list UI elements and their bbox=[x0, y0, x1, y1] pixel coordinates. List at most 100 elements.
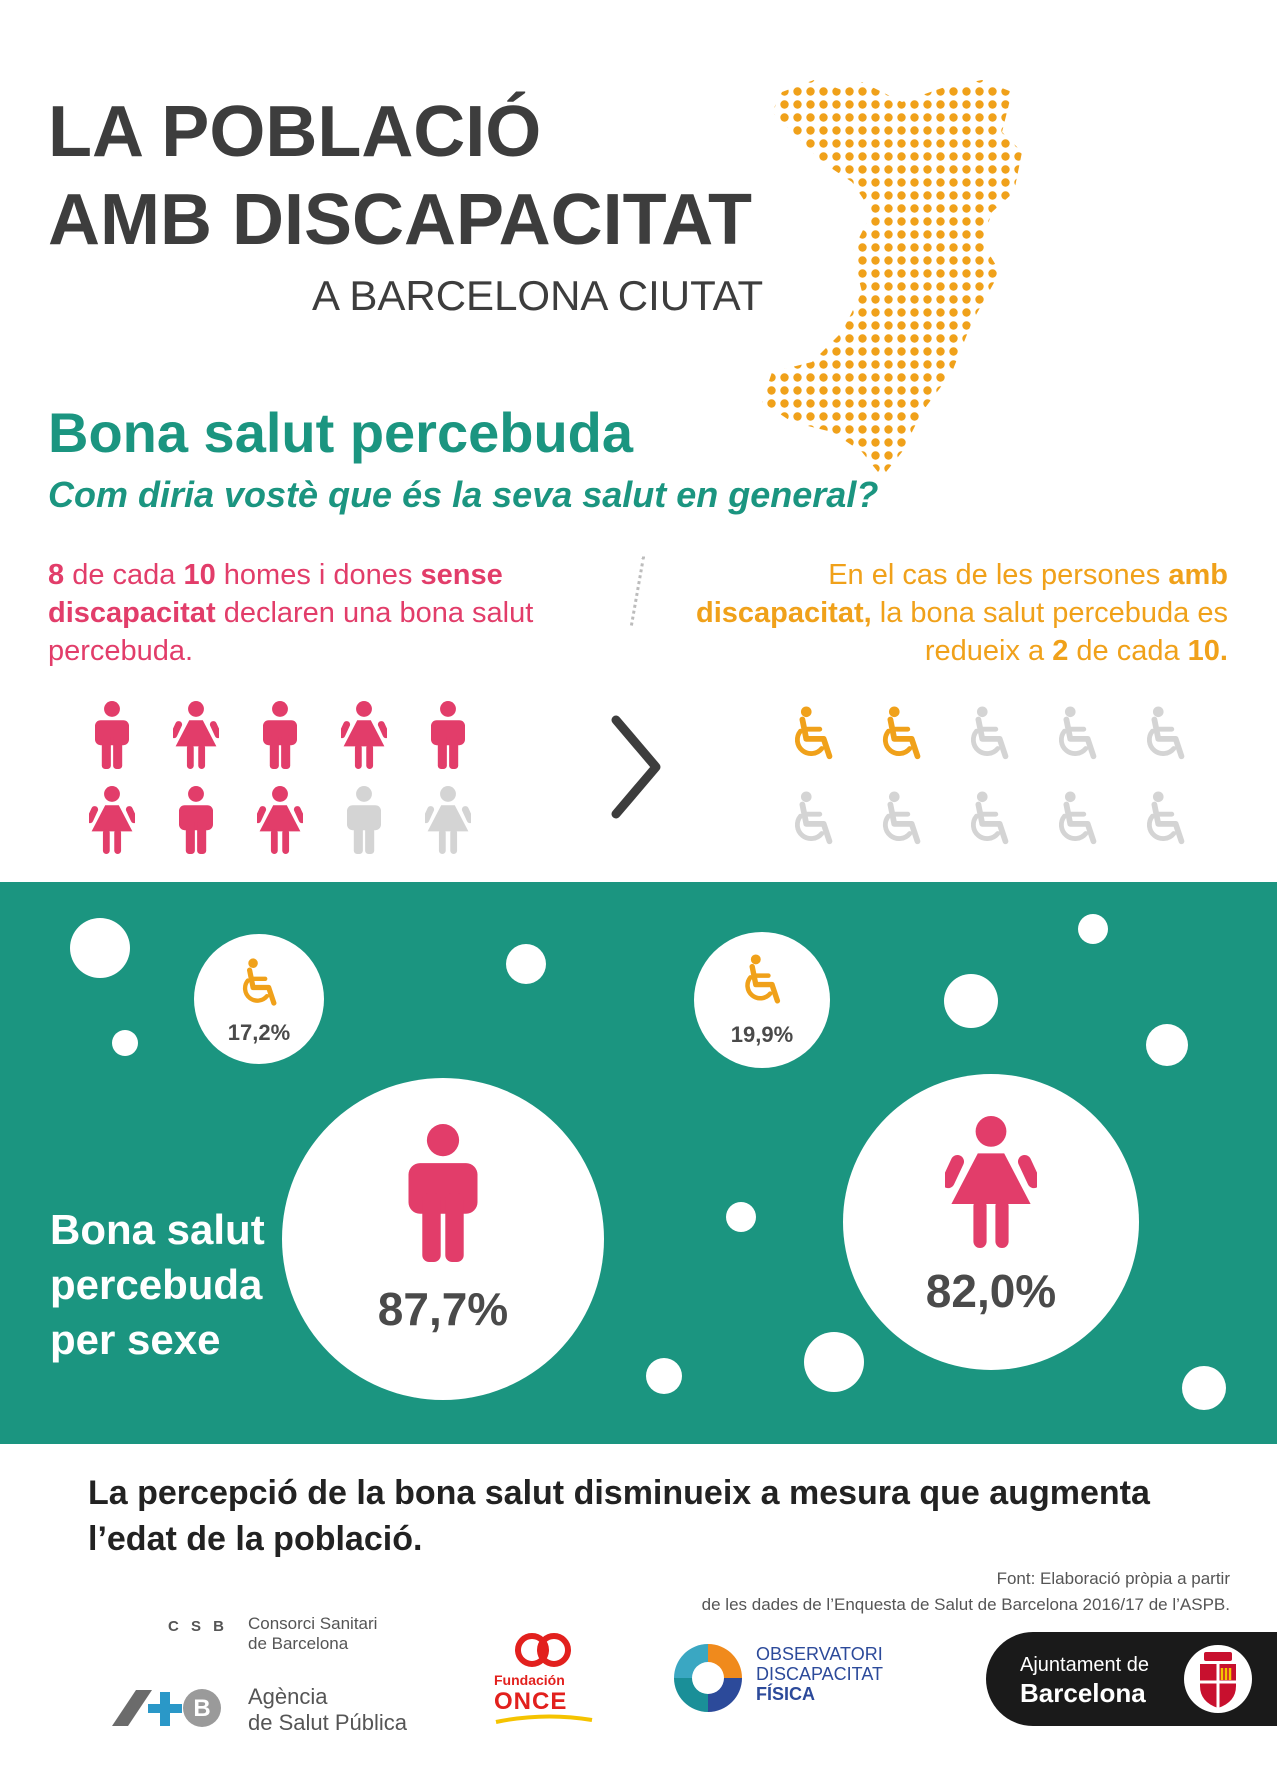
man-icon bbox=[341, 786, 387, 854]
wheelchair-icon bbox=[785, 791, 843, 849]
sex-comparison-band: 17,2% 19,9% 87,7% 82,0% bbox=[0, 882, 1277, 1444]
once-rings-icon bbox=[515, 1633, 571, 1667]
wheelchair-woman-icon bbox=[736, 954, 790, 1008]
stat-text: la bona salut percebuda es redueix a bbox=[871, 597, 1228, 667]
woman-icon bbox=[341, 701, 387, 769]
decor-bubble bbox=[944, 974, 998, 1028]
wheelchair-cell bbox=[1122, 692, 1210, 777]
csb-name-1: Consorci Sanitari bbox=[248, 1614, 378, 1633]
svg-text:B: B bbox=[193, 1695, 210, 1722]
wheelchair-cell bbox=[858, 692, 946, 777]
person-cell bbox=[154, 777, 238, 862]
page-title: LA POBLACIÓ AMB DISCAPACITAT bbox=[48, 88, 752, 264]
csb-name-2: de Barcelona bbox=[248, 1634, 349, 1653]
men-disability-percent: 17,2% bbox=[227, 1020, 291, 1045]
wheelchair-icon bbox=[1049, 791, 1107, 849]
decor-bubble bbox=[804, 1332, 864, 1392]
wheelchair-icon-grid bbox=[770, 692, 1210, 862]
man-icon bbox=[397, 1124, 489, 1262]
stat-num: 2 bbox=[1052, 635, 1069, 667]
man-icon bbox=[257, 701, 303, 769]
ajb-text-2: Barcelona bbox=[1020, 1678, 1146, 1708]
section-title: Bona salut percebuda bbox=[48, 401, 634, 464]
ajuntament-logo: Ajuntament de Barcelona bbox=[986, 1632, 1277, 1726]
women-bubble: 82,0% bbox=[843, 1074, 1139, 1370]
man-icon bbox=[425, 701, 471, 769]
stat-text: declaren una bona salut percebuda. bbox=[48, 597, 534, 667]
men-bubble: 87,7% bbox=[282, 1078, 604, 1400]
decor-bubble bbox=[646, 1358, 682, 1394]
band-label: Bona salut percebuda per sexe bbox=[50, 1206, 265, 1363]
men-percent: 87,7% bbox=[377, 1283, 509, 1335]
once-swoosh-icon bbox=[495, 1714, 593, 1724]
title-line-2: AMB DISCAPACITAT bbox=[48, 180, 752, 260]
wheelchair-icon bbox=[961, 791, 1019, 849]
decor-bubble bbox=[1182, 1366, 1226, 1410]
once-logo: Fundación ONCE bbox=[490, 1630, 600, 1730]
source-line-2: de les dades de l’Enquesta de Salut de B… bbox=[701, 1595, 1230, 1614]
wheelchair-cell bbox=[946, 692, 1034, 777]
stat-text: de cada bbox=[64, 559, 184, 591]
source-line-1: Font: Elaboració pròpia a partir bbox=[996, 1569, 1230, 1588]
wheelchair-cell bbox=[770, 777, 858, 862]
source-note: Font: Elaboració pròpia a partir de les … bbox=[560, 1566, 1230, 1618]
no-disability-statement: 8 de cada 10 homes i dones sense discapa… bbox=[48, 556, 588, 670]
wheelchair-icon bbox=[873, 791, 931, 849]
stat-emphasis: sense discapacitat bbox=[48, 559, 503, 629]
aspb-name-2: de Salut Pública bbox=[248, 1710, 407, 1735]
person-cell bbox=[154, 692, 238, 777]
wheelchair-cell bbox=[770, 692, 858, 777]
wheelchair-icon bbox=[1049, 706, 1107, 764]
woman-icon bbox=[173, 701, 219, 769]
stat-text: de cada bbox=[1068, 635, 1188, 667]
chevron-right-icon bbox=[611, 715, 661, 819]
woman-icon bbox=[257, 786, 303, 854]
csb-logo: C S B Consorci Sanitari de Barcelona bbox=[168, 1614, 428, 1658]
with-disability-statement: En el cas de les persones amb discapacit… bbox=[680, 556, 1228, 670]
men-disability-bubble: 17,2% bbox=[194, 934, 324, 1064]
person-cell bbox=[238, 777, 322, 862]
person-cell bbox=[70, 692, 154, 777]
stat-emphasis: amb discapacitat, bbox=[696, 559, 1228, 629]
barcelona-dot-map bbox=[762, 80, 1022, 477]
woman-icon bbox=[89, 786, 135, 854]
csb-abbr: C S B bbox=[168, 1618, 229, 1635]
odf-text-1: OBSERVATORI bbox=[756, 1644, 883, 1664]
person-cell bbox=[406, 692, 490, 777]
odf-text-3: FÍSICA bbox=[756, 1684, 816, 1704]
stat-num-total: 10. bbox=[1187, 635, 1228, 667]
person-cell bbox=[70, 777, 154, 862]
decor-bubble bbox=[506, 944, 546, 984]
page-subtitle: A BARCELONA CIUTAT bbox=[312, 272, 764, 319]
man-icon bbox=[173, 786, 219, 854]
section-question: Com diria vostè que és la seva salut en … bbox=[48, 474, 879, 515]
dotted-divider bbox=[629, 556, 646, 626]
women-percent: 82,0% bbox=[925, 1265, 1057, 1317]
wheelchair-icon bbox=[961, 706, 1019, 764]
odf-logo: OBSERVATORI DISCAPACITAT FÍSICA bbox=[668, 1636, 908, 1726]
aspb-mark-icon: B bbox=[112, 1689, 221, 1727]
wheelchair-cell bbox=[946, 777, 1034, 862]
person-cell bbox=[322, 692, 406, 777]
people-icon-grid bbox=[70, 692, 490, 862]
decor-bubble bbox=[1146, 1024, 1188, 1066]
aspb-name-1: Agència bbox=[248, 1684, 328, 1709]
title-line-1: LA POBLACIÓ bbox=[48, 92, 542, 172]
aspb-logo: B Agència de Salut Pública bbox=[108, 1680, 428, 1740]
wheelchair-icon bbox=[1137, 706, 1195, 764]
woman-icon bbox=[425, 786, 471, 854]
odf-text-2: DISCAPACITAT bbox=[756, 1664, 884, 1684]
wheelchair-icon bbox=[785, 706, 843, 764]
woman-icon bbox=[945, 1116, 1037, 1248]
wheelchair-icon bbox=[1137, 791, 1195, 849]
once-text-2: ONCE bbox=[494, 1688, 568, 1715]
person-cell bbox=[406, 777, 490, 862]
stat-num-total: 10 bbox=[183, 559, 216, 591]
once-text-1: Fundación bbox=[494, 1672, 565, 1688]
wheelchair-icon bbox=[873, 706, 931, 764]
wheelchair-cell bbox=[1122, 777, 1210, 862]
stat-text: En el cas de les persones bbox=[828, 559, 1169, 591]
person-cell bbox=[238, 692, 322, 777]
decor-bubble bbox=[112, 1030, 138, 1056]
women-disability-bubble: 19,9% bbox=[694, 932, 830, 1068]
